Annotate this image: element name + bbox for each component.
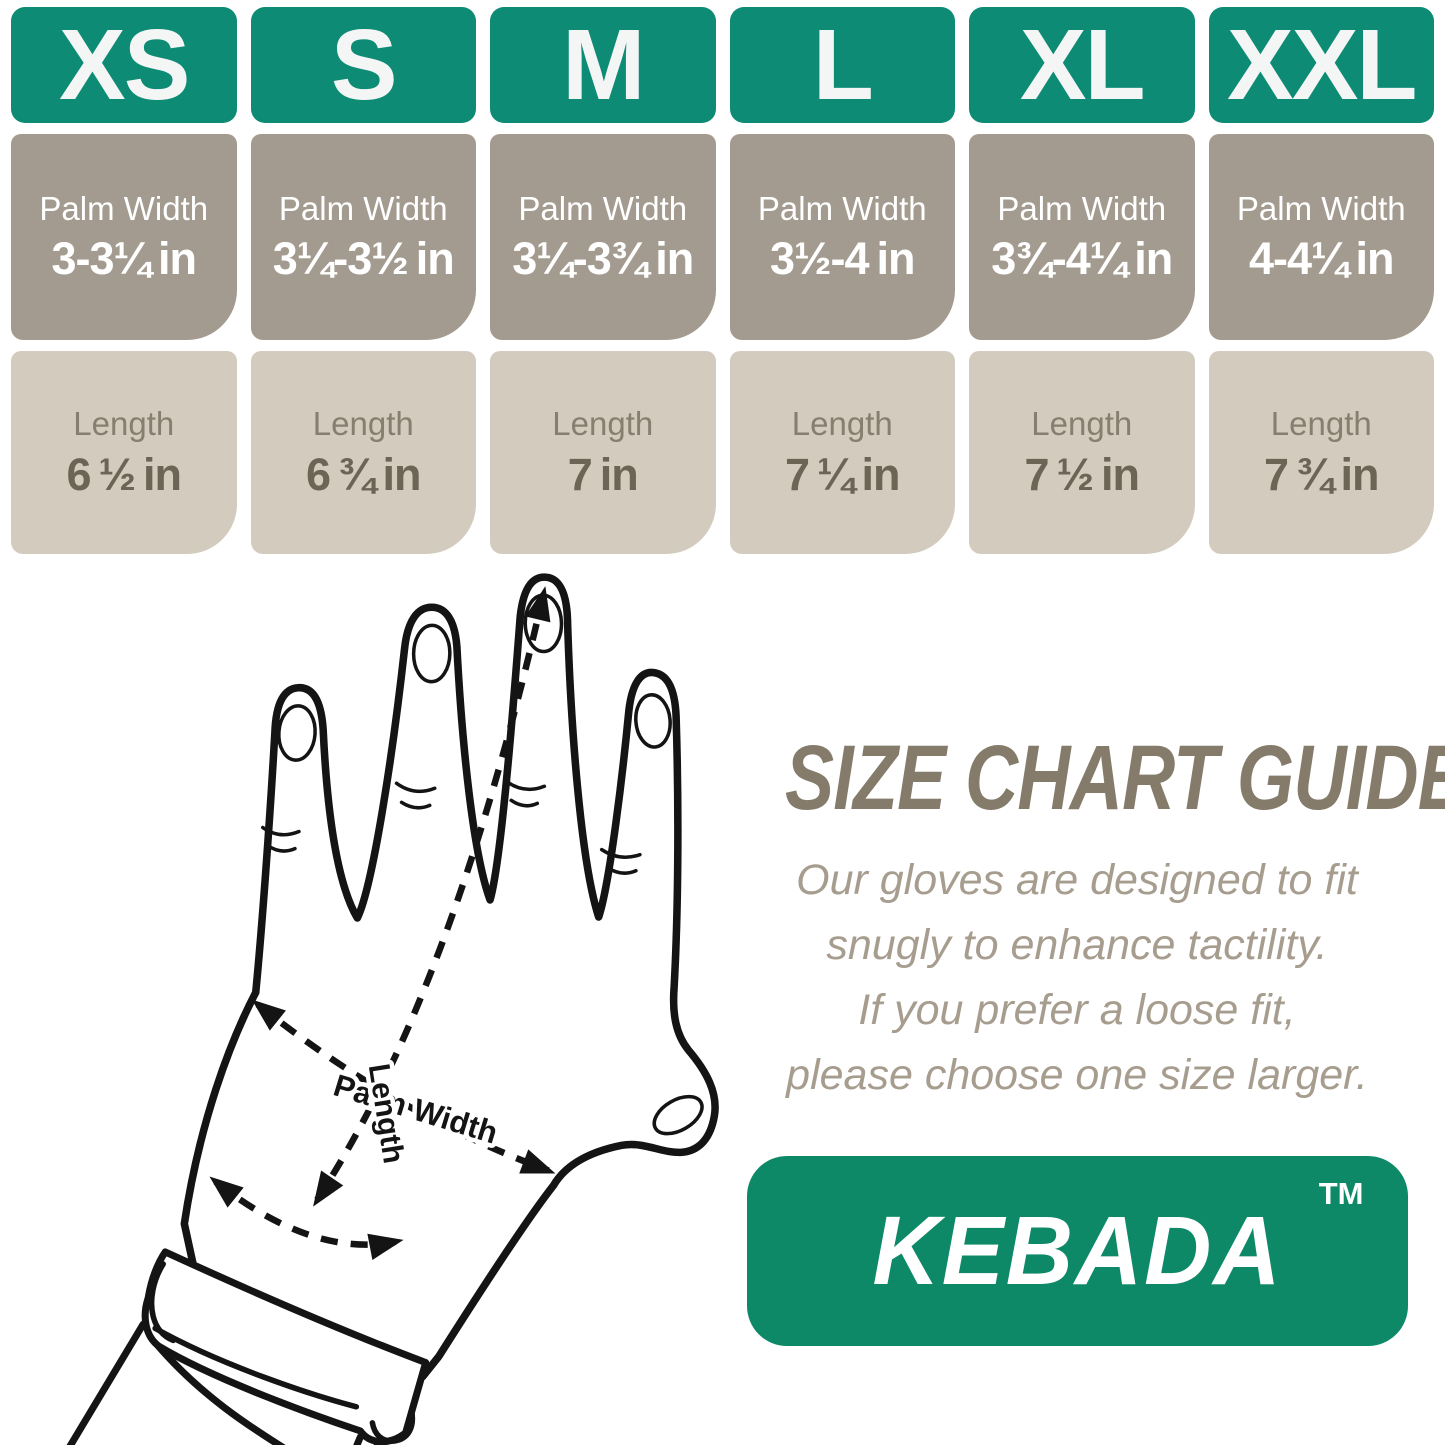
cuff-band [141,1248,430,1446]
info-text: Our gloves are designed to fit snugly to … [712,848,1442,1108]
length-cell-value: 6 ½ in [66,449,182,501]
palm-width-cell-XS: Palm Width 3-3¼ in [11,134,237,340]
hand-diagram-svg: Palm Width Length [63,573,719,1450]
length-arrow-line [314,593,547,1202]
info-line: Our gloves are designed to fit [796,856,1358,904]
palm-width-arrow-line [255,1001,550,1174]
palm-width-cell-label: Palm Width [1236,190,1406,228]
length-cell-label: Length [312,404,414,442]
hand-measurement-diagram: Palm Width Length [58,560,723,1450]
size-header-XS: XS [11,7,237,123]
length-cell-label: Length [1270,404,1372,442]
length-cell-value: 7 ¼ in [784,449,901,501]
palm-width-cell-value: 4-4¼ in [1248,232,1395,284]
length-cell-label: Length [1031,404,1133,442]
info-line: please choose one size larger. [786,1051,1368,1099]
length-cell-S: Length 6 ¾ in [250,351,476,554]
length-cell-M: Length 7 in [490,351,716,554]
palm-width-cell-S: Palm Width 3¼-3½ in [250,134,476,340]
length-cell-value: 7 in [567,449,639,501]
section-title: SIZE CHART GUIDE [785,727,1445,829]
palm-width-cell-L: Palm Width 3½-4 in [729,134,955,340]
brand-logo: KEBADA TM [746,1156,1408,1346]
palm-width-cell-label: Palm Width [518,190,688,228]
length-cell-XL: Length 7 ½ in [969,351,1195,554]
measurement-lines [213,593,550,1248]
size-chart-table: XS S M L XL XXL Palm Width 3-3¼ in Palm Width 3¼-… [11,7,1434,554]
size-header-XL: XL [969,7,1195,123]
length-cell-value: 7 ½ in [1024,449,1140,501]
length-cell-label: Length [791,404,893,442]
info-panel: SIZE CHART GUIDE Our gloves are designed… [712,727,1445,1346]
length-cell-XXL: Length 7 ¾ in [1208,351,1434,554]
palm-width-cell-label: Palm Width [39,190,209,228]
cuff-fold-lines [148,1261,416,1444]
palm-width-cell-XL: Palm Width 3¾-4¼ in [969,134,1195,340]
size-header-M: M [490,7,716,123]
length-cell-value: 7 ¾ in [1263,449,1380,501]
length-cell-label: Length [73,404,175,442]
palm-width-cell-XXL: Palm Width 4-4¼ in [1208,134,1434,340]
info-line: If you prefer a loose fit, [858,986,1296,1034]
palm-width-cell-value: 3¼-3½ in [272,232,455,284]
length-cell-value: 6 ¾ in [305,449,422,501]
size-header-L: L [729,7,955,123]
length-cell-XS: Length 6 ½ in [11,351,237,554]
palm-width-cell-M: Palm Width 3¼-3¾ in [490,134,716,340]
palm-width-cell-value: 3-3¼ in [51,232,197,284]
brand-name: KEBADA [872,1196,1282,1305]
length-cell-label: Length [552,404,654,442]
length-cell-L: Length 7 ¼ in [729,351,955,554]
size-header-XXL: XXL [1208,7,1434,123]
trademark-symbol: TM [1318,1176,1364,1211]
knuckle-creases [261,779,642,875]
palm-width-cell-label: Palm Width [997,190,1167,228]
palm-width-cell-label: Palm Width [757,190,927,228]
arrowheads [209,586,556,1260]
info-line: snugly to enhance tactility. [826,921,1328,969]
palm-width-cell-label: Palm Width [278,190,448,228]
palm-width-cell-value: 3½-4 in [769,232,916,284]
hand-outline [180,573,719,1381]
size-header-S: S [250,7,476,123]
palm-width-cell-value: 3¼-3¾ in [512,232,694,284]
palm-width-cell-value: 3¾-4¼ in [991,232,1173,284]
